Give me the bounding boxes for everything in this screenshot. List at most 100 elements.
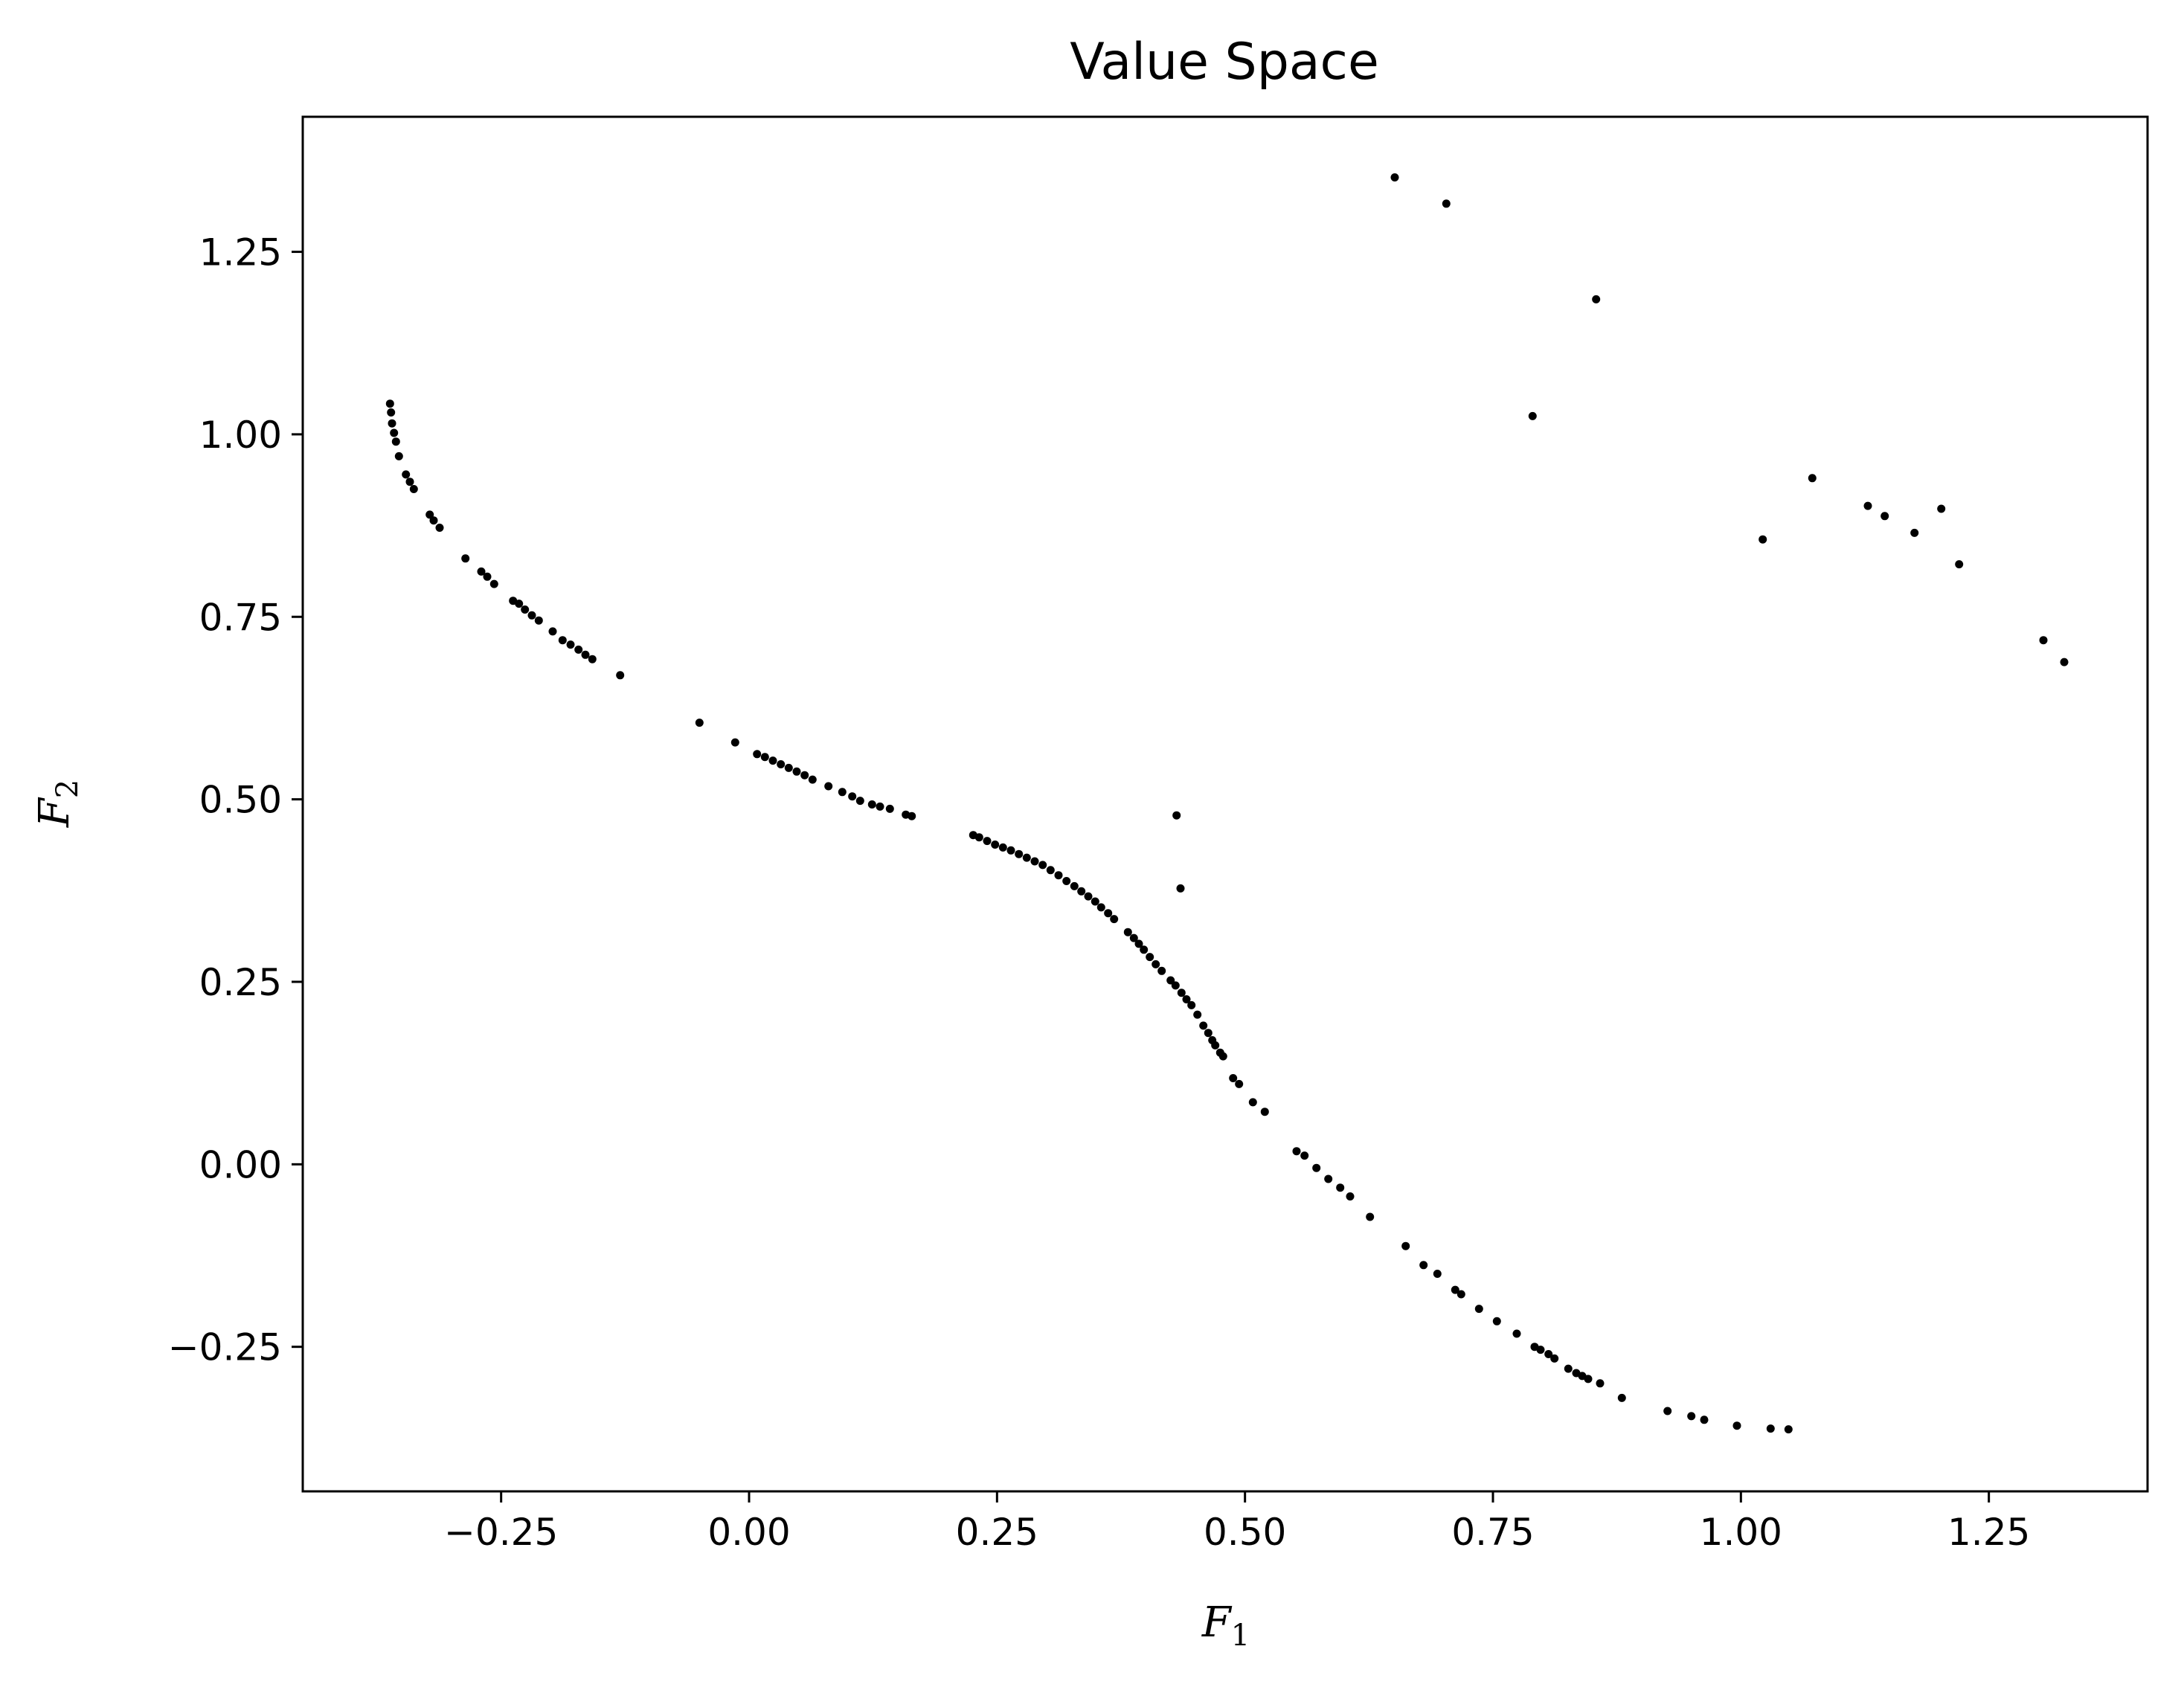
data-point: [461, 554, 470, 563]
data-point: [1211, 1041, 1220, 1050]
data-point: [1176, 884, 1185, 893]
data-point: [1346, 1192, 1355, 1201]
y-tick-label: 0.00: [199, 1143, 282, 1186]
data-point: [1292, 1147, 1301, 1156]
data-point: [1312, 1163, 1321, 1172]
data-point: [1766, 1424, 1775, 1433]
data-point: [1808, 474, 1817, 483]
data-point: [409, 485, 418, 493]
data-point: [1955, 560, 1964, 569]
data-point: [885, 804, 894, 813]
data-point: [1336, 1183, 1345, 1192]
data-point: [1881, 512, 1889, 521]
y-tick-label: 0.25: [199, 961, 282, 1004]
data-point: [1248, 1098, 1257, 1107]
data-point: [1006, 846, 1015, 855]
data-point: [566, 640, 575, 649]
x-axis-ticks: −0.25 0.00 0.25 0.50 0.75 1.00 1.25: [444, 1491, 2030, 1554]
data-point: [1171, 981, 1180, 990]
data-point: [1140, 945, 1149, 954]
data-point: [1474, 1305, 1483, 1314]
x-tick-label: 0.25: [956, 1511, 1038, 1554]
data-point: [1528, 411, 1537, 420]
data-point: [1419, 1261, 1428, 1270]
data-point: [695, 719, 704, 727]
data-point: [867, 800, 876, 809]
data-point: [1022, 853, 1031, 862]
data-point: [876, 802, 884, 811]
data-point: [1177, 989, 1186, 997]
data-point: [1229, 1074, 1238, 1082]
x-tick-label: −0.25: [444, 1511, 558, 1554]
data-point: [1937, 504, 1946, 513]
y-tick-label: 1.25: [199, 231, 282, 274]
data-point: [405, 478, 414, 486]
data-point: [1260, 1108, 1269, 1116]
data-point: [974, 833, 983, 842]
data-point: [425, 510, 434, 519]
data-point: [483, 572, 492, 581]
y-axis-ticks: −0.25 0.00 0.25 0.50 0.75 1.00 1.25: [168, 231, 303, 1369]
data-point: [558, 636, 567, 645]
data-point: [1550, 1354, 1559, 1363]
x-tick-label: 0.00: [707, 1511, 790, 1554]
data-point: [581, 650, 590, 659]
data-point: [1401, 1241, 1410, 1250]
data-point: [1172, 811, 1181, 820]
data-point: [2060, 658, 2069, 666]
data-point: [808, 775, 817, 784]
y-tick-label: 0.50: [199, 779, 282, 822]
x-tick-label: 0.50: [1204, 1511, 1286, 1554]
data-point: [760, 753, 769, 762]
data-point: [1456, 1290, 1465, 1299]
data-point: [1182, 995, 1191, 1003]
data-point: [435, 524, 444, 532]
data-point: [784, 763, 793, 772]
data-point: [824, 782, 833, 791]
data-point: [1015, 849, 1024, 858]
data-point: [1235, 1079, 1244, 1088]
data-point: [1084, 892, 1093, 901]
data-point: [1146, 953, 1154, 962]
data-point: [1062, 877, 1071, 885]
data-point: [998, 843, 1007, 852]
data-point: [1054, 871, 1063, 880]
data-point: [1564, 1364, 1573, 1373]
data-point: [1157, 966, 1166, 975]
data-point: [391, 437, 400, 446]
data-point: [402, 470, 411, 479]
data-point: [1199, 1021, 1208, 1030]
data-point: [1129, 933, 1138, 942]
data-point: [527, 611, 536, 620]
data-point: [848, 792, 857, 801]
data-point: [1077, 887, 1086, 896]
data-point: [387, 408, 396, 417]
y-tick-label: −0.25: [168, 1326, 282, 1369]
data-point: [1104, 909, 1113, 918]
data-point: [1187, 1000, 1196, 1009]
chart-title: Value Space: [1070, 33, 1379, 91]
y-tick-label: 1.00: [199, 414, 282, 457]
data-point: [1617, 1393, 1626, 1402]
data-point: [1218, 1052, 1227, 1061]
data-point: [777, 760, 786, 768]
data-point: [588, 655, 597, 663]
data-point: [1596, 1379, 1605, 1388]
data-point: [1784, 1425, 1793, 1434]
data-point: [1091, 897, 1099, 906]
data-point: [1592, 295, 1601, 303]
data-point: [429, 516, 438, 525]
data-point: [1110, 915, 1119, 924]
data-point: [983, 837, 992, 846]
data-point: [1687, 1412, 1696, 1421]
data-point: [753, 750, 762, 759]
data-point: [800, 771, 809, 780]
data-point: [388, 419, 396, 428]
data-point: [1863, 501, 1872, 510]
x-tick-label: 1.00: [1700, 1511, 1782, 1554]
data-point: [1451, 1285, 1459, 1294]
data-point: [1442, 199, 1451, 208]
data-point: [394, 451, 403, 460]
data-point: [1663, 1407, 1672, 1415]
